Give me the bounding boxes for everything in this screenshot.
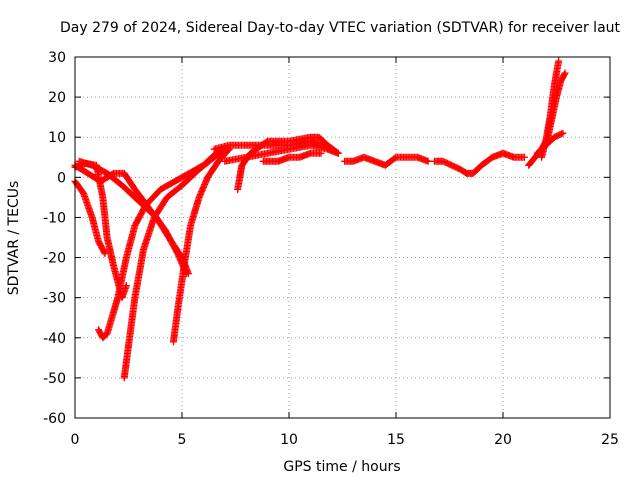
x-tick-label: 0 <box>71 432 80 448</box>
x-tick-label: 10 <box>280 432 298 448</box>
series-track-13 <box>431 149 528 177</box>
data-point <box>424 157 432 165</box>
series-track-2 <box>71 177 109 258</box>
grid-layer <box>75 57 610 418</box>
plot-frame <box>74 56 611 419</box>
y-tick-label: 30 <box>48 50 66 66</box>
data-point <box>317 149 325 157</box>
y-tick-label: 0 <box>57 170 66 186</box>
data-point <box>560 70 568 78</box>
y-tick-label: -40 <box>43 331 66 347</box>
y-tick-label: -10 <box>43 210 66 226</box>
y-tick-label: 10 <box>48 130 66 146</box>
x-tick-label: 15 <box>387 432 405 448</box>
series-track-15 <box>538 57 563 161</box>
series-track-10 <box>210 137 336 153</box>
data-layer <box>71 57 569 382</box>
series-track-4 <box>120 145 229 382</box>
data-point <box>101 250 109 258</box>
y-tick-label: -20 <box>43 251 66 267</box>
data-point <box>122 282 130 290</box>
chart-title: Day 279 of 2024, Sidereal Day-to-day VTE… <box>60 20 621 36</box>
series-track-12 <box>341 153 432 169</box>
data-point <box>559 129 567 137</box>
series-track-7 <box>169 145 233 346</box>
series-track-16 <box>533 129 567 157</box>
y-tick-label: -60 <box>43 411 66 427</box>
data-point <box>520 153 528 161</box>
tick-layer: 0 5 10 15 20 25 -60 -50 -40 -30 -20 -10 0 10 20 30 <box>43 50 619 448</box>
data-point <box>334 149 342 157</box>
x-axis-label: GPS time / hours <box>283 459 400 475</box>
data-point <box>561 69 569 77</box>
data-point <box>555 57 563 65</box>
x-tick-label: 25 <box>601 432 619 448</box>
y-tick-label: -30 <box>43 291 66 307</box>
x-tick-label: 20 <box>494 432 512 448</box>
data-point <box>100 248 108 256</box>
y-tick-label: -50 <box>43 371 66 387</box>
x-tick-label: 5 <box>178 432 187 448</box>
data-point <box>557 130 565 138</box>
y-tick-label: 20 <box>48 90 66 106</box>
series-track-11 <box>259 149 325 165</box>
y-axis-label: SDTVAR / TECUs <box>6 181 22 296</box>
data-point <box>328 145 336 153</box>
